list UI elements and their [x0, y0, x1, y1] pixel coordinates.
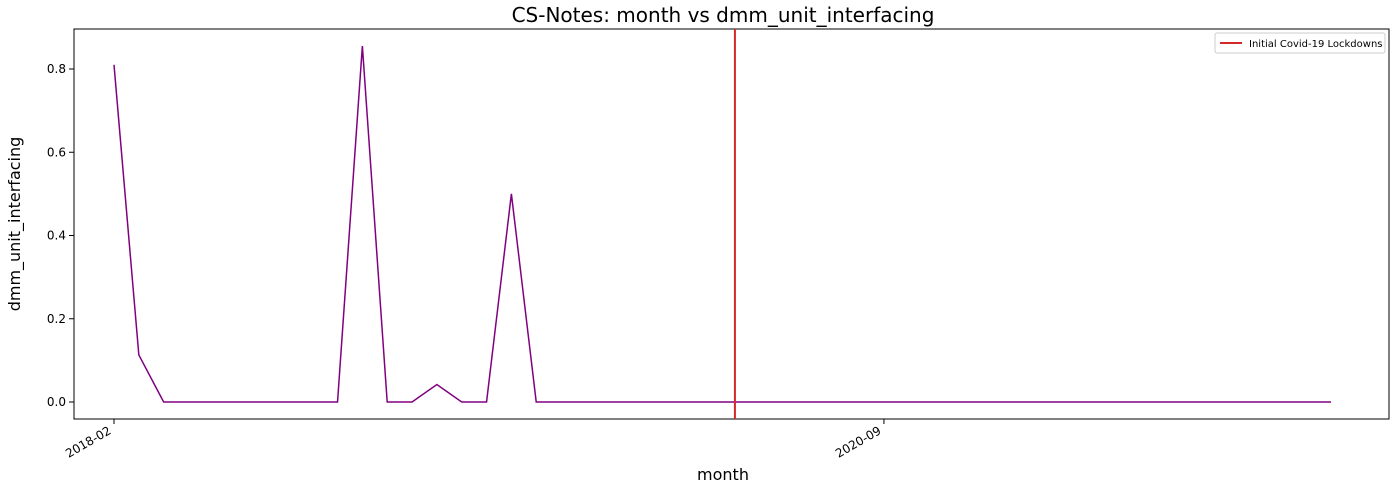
series-line [113, 46, 1331, 403]
series-layer [113, 46, 1331, 403]
legend: Initial Covid-19 Lockdowns [1214, 32, 1386, 54]
chart-title: CS-Notes: month vs dmm_unit_interfacing [512, 3, 935, 27]
x-tick-label: 2018-02 [63, 423, 113, 460]
x-tick-label: 2020-09 [833, 423, 883, 460]
legend-entry-label: Initial Covid-19 Lockdowns [1249, 39, 1383, 50]
y-tick-label: 0.4 [47, 229, 66, 243]
y-tick-label: 0.6 [47, 145, 66, 159]
legend-box [1214, 32, 1386, 54]
y-axis-label: dmm_unit_interfacing [5, 137, 25, 312]
x-axis-ticks: 2018-02 2020-09 [63, 419, 885, 461]
y-tick-label: 0.8 [47, 62, 66, 76]
x-axis-label: month [697, 465, 749, 484]
y-axis-ticks: 0.0 0.2 0.4 0.6 0.8 [47, 62, 74, 409]
y-tick-label: 0.2 [47, 312, 66, 326]
y-tick-label: 0.0 [47, 395, 66, 409]
plot-frame [73, 28, 1390, 420]
